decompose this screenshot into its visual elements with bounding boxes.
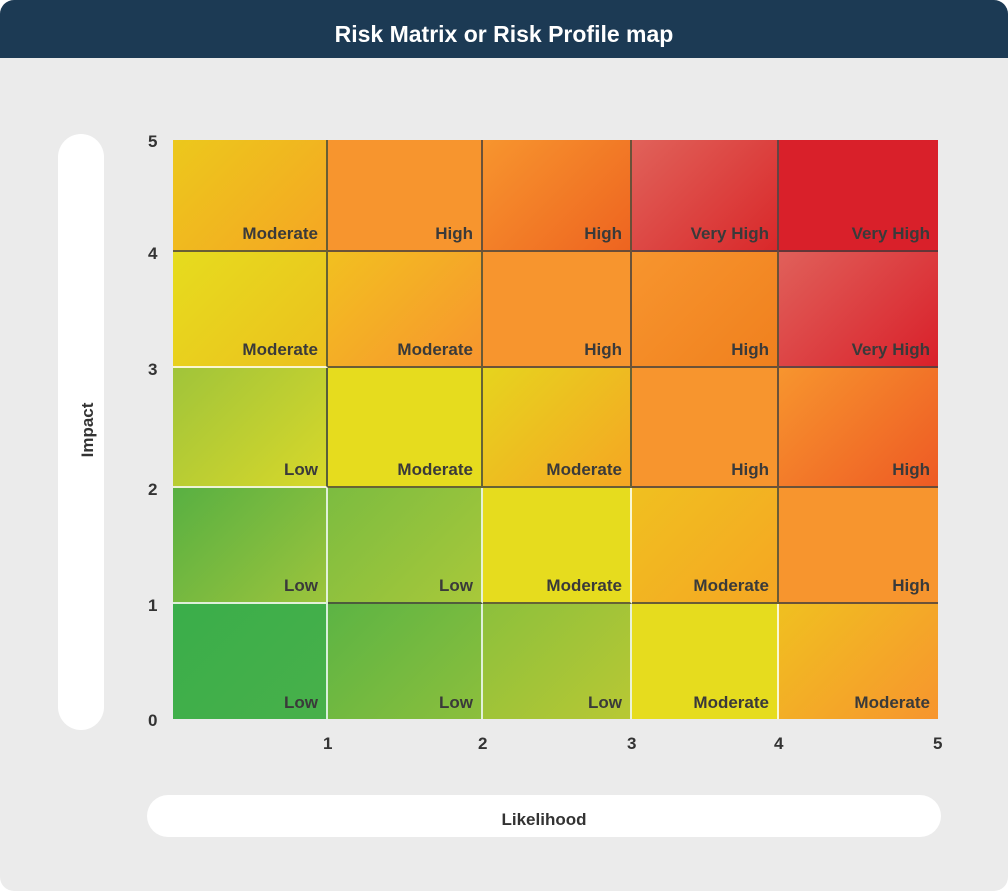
risk-cell: Very High: [779, 140, 938, 252]
risk-cell: Moderate: [483, 488, 632, 604]
y-axis-label: Impact: [78, 402, 97, 458]
y-axis-pill: [58, 134, 104, 730]
y-tick-label: 5: [148, 132, 158, 151]
risk-cell-label: Very High: [851, 340, 930, 359]
risk-cell-label: Moderate: [397, 460, 473, 479]
risk-cell: Low: [173, 368, 328, 488]
risk-cell: High: [779, 368, 938, 488]
x-tick-label: 5: [933, 734, 943, 753]
y-tick-label: 0: [148, 711, 158, 730]
risk-cell: Moderate: [328, 368, 483, 488]
risk-cell-label: High: [731, 460, 769, 479]
risk-cell: Moderate: [328, 252, 483, 368]
risk-cell-label: High: [435, 224, 473, 243]
risk-cell: High: [328, 140, 483, 252]
x-tick-label: 3: [627, 734, 637, 753]
risk-cell: Low: [328, 604, 483, 719]
risk-cell: Moderate: [173, 252, 328, 368]
risk-cell: Moderate: [632, 604, 779, 719]
risk-cell: Moderate: [483, 368, 632, 488]
y-tick-label: 4: [148, 244, 158, 263]
risk-cell-label: High: [892, 460, 930, 479]
y-tick-label: 3: [148, 360, 158, 379]
page-title: Risk Matrix or Risk Profile map: [0, 0, 1008, 58]
risk-cell-label: High: [584, 340, 622, 359]
y-tick-label: 1: [148, 596, 158, 615]
x-axis-pill: [147, 795, 941, 837]
risk-cell-label: Moderate: [693, 576, 769, 595]
risk-cell: Low: [173, 488, 328, 604]
risk-cell: Very High: [632, 140, 779, 252]
risk-cell-label: Moderate: [854, 693, 930, 712]
risk-cell-label: Low: [284, 693, 318, 712]
risk-cell-label: Low: [439, 576, 473, 595]
risk-cell: Low: [328, 488, 483, 604]
x-tick-label: 4: [774, 734, 784, 753]
risk-cell: High: [632, 252, 779, 368]
risk-cell-label: Moderate: [242, 224, 318, 243]
risk-cell: Moderate: [632, 488, 779, 604]
x-tick-label: 1: [323, 734, 333, 753]
risk-cell-label: Low: [284, 576, 318, 595]
risk-cell: Moderate: [173, 140, 328, 252]
y-tick-label: 2: [148, 480, 158, 499]
risk-cell-label: High: [731, 340, 769, 359]
risk-cell-label: Moderate: [397, 340, 473, 359]
risk-cell: High: [632, 368, 779, 488]
risk-cell-label: Moderate: [693, 693, 769, 712]
risk-cell: High: [483, 140, 632, 252]
risk-cell-label: Low: [439, 693, 473, 712]
risk-cell-label: Moderate: [242, 340, 318, 359]
risk-cell-label: Moderate: [546, 460, 622, 479]
risk-cell-label: Very High: [690, 224, 769, 243]
x-tick-label: 2: [478, 734, 488, 753]
risk-cell-label: High: [892, 576, 930, 595]
risk-cell: Low: [483, 604, 632, 719]
risk-cell: Low: [173, 604, 328, 719]
risk-cell-label: Very High: [851, 224, 930, 243]
risk-cell-label: Low: [284, 460, 318, 479]
risk-cell: High: [483, 252, 632, 368]
risk-cell-label: Moderate: [546, 576, 622, 595]
risk-cell-label: Low: [588, 693, 622, 712]
risk-grid: Moderate High High Very High Very High Modera…: [173, 140, 938, 719]
x-axis-label: Likelihood: [501, 810, 587, 829]
risk-cell: High: [779, 488, 938, 604]
risk-cell: Moderate: [779, 604, 938, 719]
risk-cell-label: High: [584, 224, 622, 243]
risk-cell: Very High: [779, 252, 938, 368]
